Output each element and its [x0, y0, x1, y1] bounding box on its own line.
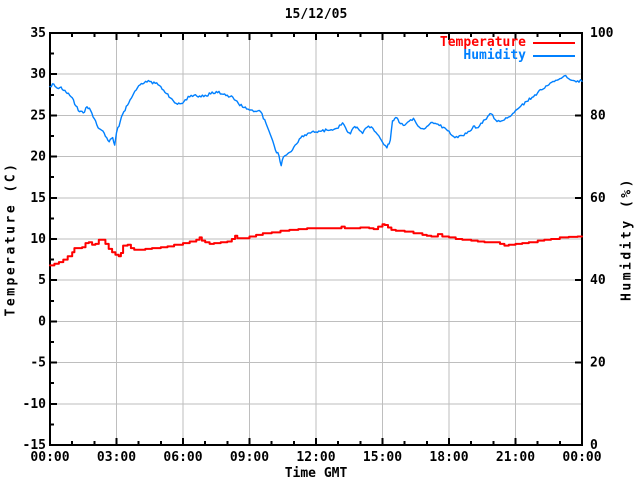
- legend-label-temperature: Temperature: [439, 35, 526, 50]
- x-tick-label: 12:00: [296, 450, 335, 465]
- y-tick-label: 15: [30, 191, 46, 206]
- x-tick-label: 09:00: [230, 450, 269, 465]
- legend: Temperature Humidity: [439, 35, 575, 63]
- x-tick-label: 03:00: [97, 450, 136, 465]
- plot-border: [49, 32, 583, 446]
- y-tick-label: 35: [30, 26, 46, 41]
- y-tick-label: 30: [30, 67, 46, 82]
- legend-entry-humidity: Humidity: [440, 48, 575, 63]
- y2-tick-label: 0: [590, 438, 598, 453]
- y2-tick-label: 80: [590, 108, 606, 123]
- y-tick-label: 10: [30, 232, 46, 247]
- y-tick-label: 25: [30, 108, 46, 123]
- y-tick-label: 20: [30, 150, 46, 165]
- y-tick-label: 0: [38, 314, 46, 329]
- y-tick-label: -10: [23, 397, 47, 412]
- series-temperature: [49, 223, 583, 267]
- y2-tick-label: 20: [590, 356, 606, 371]
- x-tick-label: 21:00: [496, 450, 535, 465]
- y-tick-label: -15: [23, 438, 46, 453]
- x-tick-label: 06:00: [163, 450, 202, 465]
- y-axis-label-humidity: Humidity (%): [619, 177, 635, 301]
- y2-tick-label: 40: [590, 273, 606, 288]
- x-tick-label: 15:00: [363, 450, 402, 465]
- y-axis-label-temperature: Temperature (C): [3, 161, 19, 317]
- x-tick-label: 18:00: [429, 450, 468, 465]
- y2-tick-label: 100: [590, 26, 614, 41]
- y-tick-label: -5: [30, 356, 46, 371]
- y2-tick-label: 60: [590, 191, 606, 206]
- x-axis-label: Time GMT: [284, 466, 348, 480]
- y-tick-label: 5: [38, 273, 46, 288]
- series-humidity: [49, 74, 583, 167]
- legend-line-sample-temperature: [533, 41, 575, 44]
- legend-line-sample-humidity: [533, 54, 575, 57]
- legend-label-humidity: Humidity: [463, 48, 526, 63]
- chart-title: 15/12/05: [284, 7, 348, 22]
- x-tick-label: 00:00: [30, 450, 69, 465]
- x-tick-label: 00:00: [562, 450, 601, 465]
- legend-entry-temperature: Temperature: [439, 35, 575, 50]
